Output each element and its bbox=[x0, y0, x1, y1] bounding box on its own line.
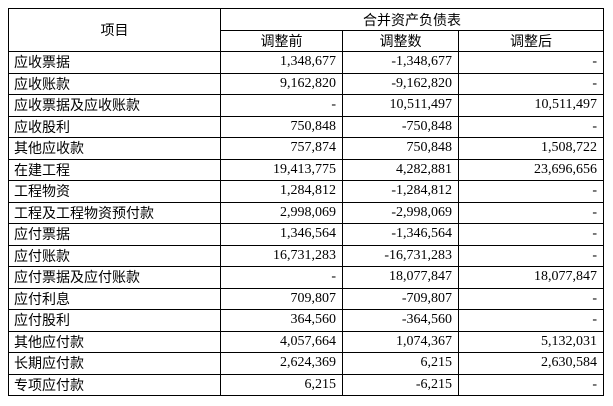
cell-adjustment: -1,348,677 bbox=[342, 51, 459, 74]
cell-after: - bbox=[458, 223, 604, 246]
cell-adjustment: 1,074,367 bbox=[342, 330, 459, 353]
cell-after: 10,511,497 bbox=[458, 94, 604, 117]
header-row-columns: 调整前 调整数 调整后 bbox=[9, 30, 604, 52]
cell-item: 工程物资 bbox=[8, 180, 221, 203]
cell-after: - bbox=[458, 180, 604, 203]
cell-before: 9,162,820 bbox=[220, 72, 343, 95]
group-header-balance-sheet: 合并资产负债表 bbox=[220, 8, 604, 31]
cell-item: 在建工程 bbox=[8, 158, 221, 181]
cell-before: 1,346,564 bbox=[220, 223, 343, 246]
table-header: 项目 合并资产负债表 调整前 调整数 调整后 bbox=[8, 8, 604, 52]
column-header-item: 项目 bbox=[8, 8, 221, 52]
document-page: 项目 合并资产负债表 调整前 调整数 调整后 应收票据 1,348,677 -1,3… bbox=[8, 8, 604, 396]
table-row: 其他应收款 757,874 750,848 1,508,722 bbox=[8, 137, 604, 160]
cell-adjustment: 10,511,497 bbox=[342, 94, 459, 117]
cell-item: 其他应付款 bbox=[8, 330, 221, 353]
cell-adjustment: -6,215 bbox=[342, 373, 459, 396]
cell-before: 709,807 bbox=[220, 287, 343, 310]
cell-item: 应付账款 bbox=[8, 244, 221, 267]
cell-before: 1,348,677 bbox=[220, 51, 343, 74]
table-row: 应收账款 9,162,820 -9,162,820- bbox=[8, 72, 604, 95]
cell-before: 4,057,664 bbox=[220, 330, 343, 353]
cell-adjustment: -709,807 bbox=[342, 287, 459, 310]
cell-item: 专项应付款 bbox=[8, 373, 221, 396]
cell-adjustment: -16,731,283 bbox=[342, 244, 459, 267]
table-row: 工程物资 1,284,812 -1,284,812- bbox=[8, 180, 604, 203]
cell-after: - bbox=[458, 373, 604, 396]
table-row: 应收票据及应收账款 -10,511,497 10,511,497 bbox=[8, 94, 604, 117]
cell-after: - bbox=[458, 201, 604, 224]
table-row: 应付账款 16,731,283 -16,731,283- bbox=[8, 244, 604, 267]
cell-adjustment: -1,346,564 bbox=[342, 223, 459, 246]
table-row: 应收票据 1,348,677 -1,348,677- bbox=[8, 51, 604, 74]
cell-item: 工程及工程物资预付款 bbox=[8, 201, 221, 224]
cell-before: 6,215 bbox=[220, 373, 343, 396]
table-row: 其他应付款 4,057,664 1,074,367 5,132,031 bbox=[8, 330, 604, 353]
cell-item: 其他应收款 bbox=[8, 137, 221, 160]
table-row: 应付股利 364,560 -364,560- bbox=[8, 309, 604, 332]
cell-adjustment: 6,215 bbox=[342, 352, 459, 375]
cell-adjustment: 18,077,847 bbox=[342, 266, 459, 289]
cell-item: 应收票据 bbox=[8, 51, 221, 74]
column-header-adjustment: 调整数 bbox=[342, 30, 459, 52]
cell-item: 长期应付款 bbox=[8, 352, 221, 375]
cell-adjustment: -1,284,812 bbox=[342, 180, 459, 203]
table-row: 应收股利 750,848 -750,848- bbox=[8, 115, 604, 138]
cell-before: 2,998,069 bbox=[220, 201, 343, 224]
cell-after: 23,696,656 bbox=[458, 158, 604, 181]
cell-item: 应付票据 bbox=[8, 223, 221, 246]
cell-before: - bbox=[220, 94, 343, 117]
cell-adjustment: -750,848 bbox=[342, 115, 459, 138]
table-row: 应付票据 1,346,564 -1,346,564- bbox=[8, 223, 604, 246]
cell-item: 应付票据及应付账款 bbox=[8, 266, 221, 289]
balance-sheet-adjustment-table: 项目 合并资产负债表 调整前 调整数 调整后 应收票据 1,348,677 -1,3… bbox=[8, 8, 604, 396]
cell-item: 应付利息 bbox=[8, 287, 221, 310]
cell-before: 2,624,369 bbox=[220, 352, 343, 375]
cell-before: 364,560 bbox=[220, 309, 343, 332]
table-row: 工程及工程物资预付款 2,998,069 -2,998,069- bbox=[8, 201, 604, 224]
cell-after: - bbox=[458, 287, 604, 310]
table-row: 专项应付款 6,215 -6,215- bbox=[8, 373, 604, 396]
cell-adjustment: -364,560 bbox=[342, 309, 459, 332]
cell-item: 应收票据及应收账款 bbox=[8, 94, 221, 117]
cell-after: - bbox=[458, 309, 604, 332]
cell-before: 750,848 bbox=[220, 115, 343, 138]
cell-after: 1,508,722 bbox=[458, 137, 604, 160]
cell-after: - bbox=[458, 115, 604, 138]
cell-adjustment: -2,998,069 bbox=[342, 201, 459, 224]
cell-after: 18,077,847 bbox=[458, 266, 604, 289]
table-row: 应付票据及应付账款 -18,077,847 18,077,847 bbox=[8, 266, 604, 289]
cell-item: 应收股利 bbox=[8, 115, 221, 138]
cell-adjustment: 4,282,881 bbox=[342, 158, 459, 181]
column-header-after: 调整后 bbox=[458, 30, 604, 52]
cell-before: 1,284,812 bbox=[220, 180, 343, 203]
cell-after: - bbox=[458, 72, 604, 95]
table-row: 应付利息 709,807 -709,807- bbox=[8, 287, 604, 310]
table-body: 应收票据 1,348,677 -1,348,677- 应收账款 9,162,820 -9,… bbox=[8, 51, 604, 396]
cell-after: 5,132,031 bbox=[458, 330, 604, 353]
cell-after: - bbox=[458, 51, 604, 74]
cell-before: 19,413,775 bbox=[220, 158, 343, 181]
cell-item: 应收账款 bbox=[8, 72, 221, 95]
table-row: 长期应付款 2,624,369 6,215 2,630,584 bbox=[8, 352, 604, 375]
cell-before: 757,874 bbox=[220, 137, 343, 160]
cell-adjustment: 750,848 bbox=[342, 137, 459, 160]
cell-before: 16,731,283 bbox=[220, 244, 343, 267]
column-header-before: 调整前 bbox=[220, 30, 343, 52]
table-row: 在建工程 19,413,775 4,282,881 23,696,656 bbox=[8, 158, 604, 181]
cell-adjustment: -9,162,820 bbox=[342, 72, 459, 95]
cell-after: 2,630,584 bbox=[458, 352, 604, 375]
cell-before: - bbox=[220, 266, 343, 289]
cell-item: 应付股利 bbox=[8, 309, 221, 332]
cell-after: - bbox=[458, 244, 604, 267]
header-row-group: 项目 合并资产负债表 bbox=[8, 8, 604, 52]
